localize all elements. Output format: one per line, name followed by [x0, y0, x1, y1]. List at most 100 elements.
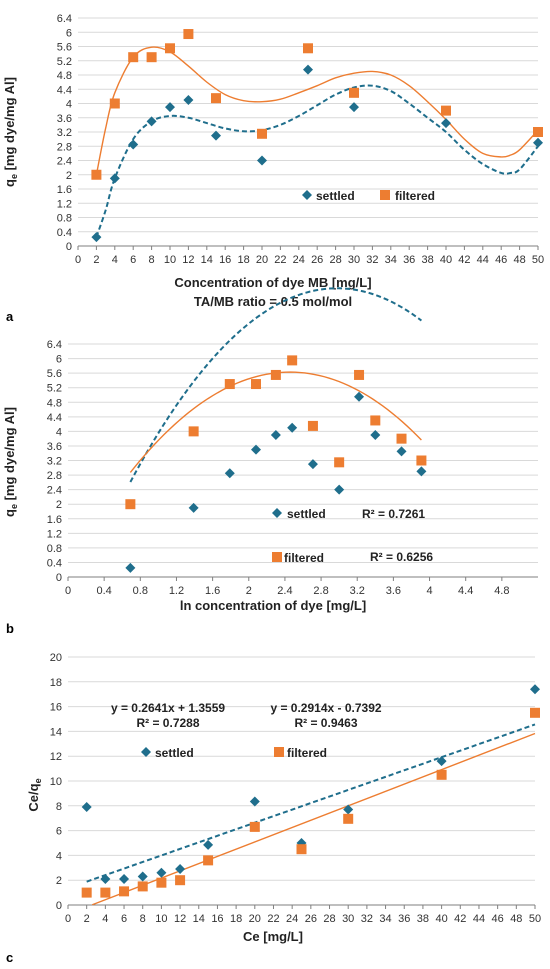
- x-tick-label: 46: [492, 913, 504, 925]
- data-point-settled: [287, 422, 298, 433]
- panel-c-ylabel: Ce/qe: [26, 778, 43, 811]
- panel-a-ylabel: qe [mg dye/mg Al]: [2, 77, 19, 187]
- y-tick-label: 4.4: [47, 412, 62, 424]
- x-tick-label: 2.4: [277, 585, 292, 597]
- data-point-filtered: [370, 415, 381, 426]
- y-tick-label: 0: [66, 241, 72, 253]
- x-tick-label: 6: [121, 913, 127, 925]
- y-tick-label: 6.4: [57, 13, 72, 25]
- data-point-filtered: [128, 52, 139, 63]
- x-tick-label: 12: [182, 254, 194, 266]
- y-tick-label: 3.2: [57, 127, 72, 139]
- data-point-filtered: [125, 499, 136, 510]
- legend-settled-diamond-icon: [272, 508, 282, 518]
- data-point-filtered: [270, 369, 281, 380]
- y-tick-label: 16: [50, 702, 62, 714]
- legend-settled-diamond-icon: [141, 747, 151, 757]
- data-point-filtered: [100, 887, 111, 898]
- x-tick-label: 46: [495, 254, 507, 266]
- panel-b-chart: 0 0.4 0.8 1.2 1.6 2 2.4 2.8 3.2 3.6 4 4.4 4.8 5.2 5.6 6…: [2, 287, 538, 636]
- panel-b-axes: 0 0.4 0.8 1.2 1.6 2 2.4 2.8 3.2 3.6 4 4.4 4.8 5.2 5.6 6…: [47, 339, 538, 597]
- data-point-settled: [354, 391, 365, 402]
- data-point-filtered: [303, 43, 313, 54]
- y-tick-label: 4.8: [57, 70, 72, 82]
- x-tick-label: 18: [230, 913, 242, 925]
- legend-filtered-square-icon: [380, 190, 390, 200]
- data-point-filtered: [296, 844, 307, 855]
- data-point-settled: [91, 232, 102, 243]
- panel-c-label: c: [6, 950, 13, 965]
- x-tick-label: 42: [458, 254, 470, 266]
- panel-a-xlabel: Concentration of dye MB [mg/L]: [174, 275, 371, 290]
- data-point-settled: [203, 839, 214, 850]
- data-point-settled: [249, 796, 260, 807]
- y-tick-label: 4.4: [57, 84, 72, 96]
- y-tick-label: 3.2: [47, 456, 62, 468]
- y-tick-label: 2.8: [57, 141, 72, 153]
- data-point-filtered: [249, 821, 260, 832]
- y-tick-label: 8: [56, 801, 62, 813]
- x-tick-label: 28: [323, 913, 335, 925]
- data-point-settled: [224, 468, 235, 479]
- x-tick-label: 44: [477, 254, 489, 266]
- x-tick-label: 6: [130, 254, 136, 266]
- data-point-filtered: [287, 355, 298, 366]
- y-tick-label: 2.8: [47, 470, 62, 482]
- y-tick-label: 0.4: [57, 227, 72, 239]
- panel-b-xlabel: ln concentration of dye [mg/L]: [180, 598, 366, 613]
- trendline-settled: [95, 84, 539, 238]
- data-point-filtered: [436, 769, 447, 780]
- y-tick-label: 5.6: [57, 42, 72, 54]
- y-tick-label: 0.8: [57, 213, 72, 225]
- data-point-settled: [349, 102, 359, 113]
- x-tick-label: 2: [84, 913, 90, 925]
- panel-b-label: b: [6, 621, 14, 636]
- x-tick-label: 30: [348, 254, 360, 266]
- panel-c-eq-filtered: y = 0.2914x - 0.7392: [270, 701, 381, 715]
- y-tick-label: 4.8: [47, 397, 62, 409]
- x-tick-label: 4: [102, 913, 108, 925]
- data-point-settled: [416, 466, 427, 477]
- y-tick-label: 2: [56, 875, 62, 887]
- data-point-settled: [119, 873, 130, 884]
- x-tick-label: 2: [246, 585, 252, 597]
- y-tick-label: 6: [56, 354, 62, 366]
- x-tick-label: 3.2: [350, 585, 365, 597]
- data-point-filtered: [109, 98, 120, 109]
- y-tick-label: 6: [66, 27, 72, 39]
- x-tick-label: 24: [286, 913, 298, 925]
- trendline-filtered: [95, 46, 539, 175]
- panel-a-xlabel2: TA/MB ratio = 0.5 mol/mol: [194, 294, 352, 309]
- data-point-filtered: [137, 881, 148, 892]
- x-tick-label: 2: [93, 254, 99, 266]
- y-tick-label: 6: [56, 826, 62, 838]
- x-tick-label: 14: [201, 254, 213, 266]
- data-point-filtered: [349, 87, 359, 98]
- data-point-filtered: [354, 369, 365, 380]
- y-tick-label: 0: [56, 572, 62, 584]
- x-tick-label: 1.2: [169, 585, 184, 597]
- panel-b-gridlines: [68, 343, 538, 563]
- data-point-filtered: [203, 855, 214, 866]
- y-tick-label: 18: [50, 677, 62, 689]
- x-tick-label: 42: [454, 913, 466, 925]
- panel-c-eq-settled: y = 0.2641x + 1.3559: [111, 701, 225, 715]
- y-tick-label: 5.2: [47, 383, 62, 395]
- legend-filtered-square-icon: [272, 552, 282, 562]
- data-point-settled: [257, 155, 267, 166]
- y-tick-label: 4: [56, 426, 62, 438]
- data-point-settled: [81, 802, 92, 813]
- x-tick-label: 36: [403, 254, 415, 266]
- data-point-filtered: [146, 52, 157, 63]
- y-tick-label: 20: [50, 652, 62, 664]
- y-tick-label: 1.2: [57, 198, 72, 210]
- panel-a-label: a: [6, 309, 14, 324]
- x-tick-label: 0: [75, 254, 81, 266]
- data-point-settled: [188, 502, 199, 513]
- y-tick-label: 6.4: [47, 339, 62, 351]
- y-tick-label: 4: [56, 850, 62, 862]
- x-tick-label: 38: [421, 254, 433, 266]
- data-point-settled: [175, 864, 186, 875]
- data-point-settled: [303, 64, 313, 75]
